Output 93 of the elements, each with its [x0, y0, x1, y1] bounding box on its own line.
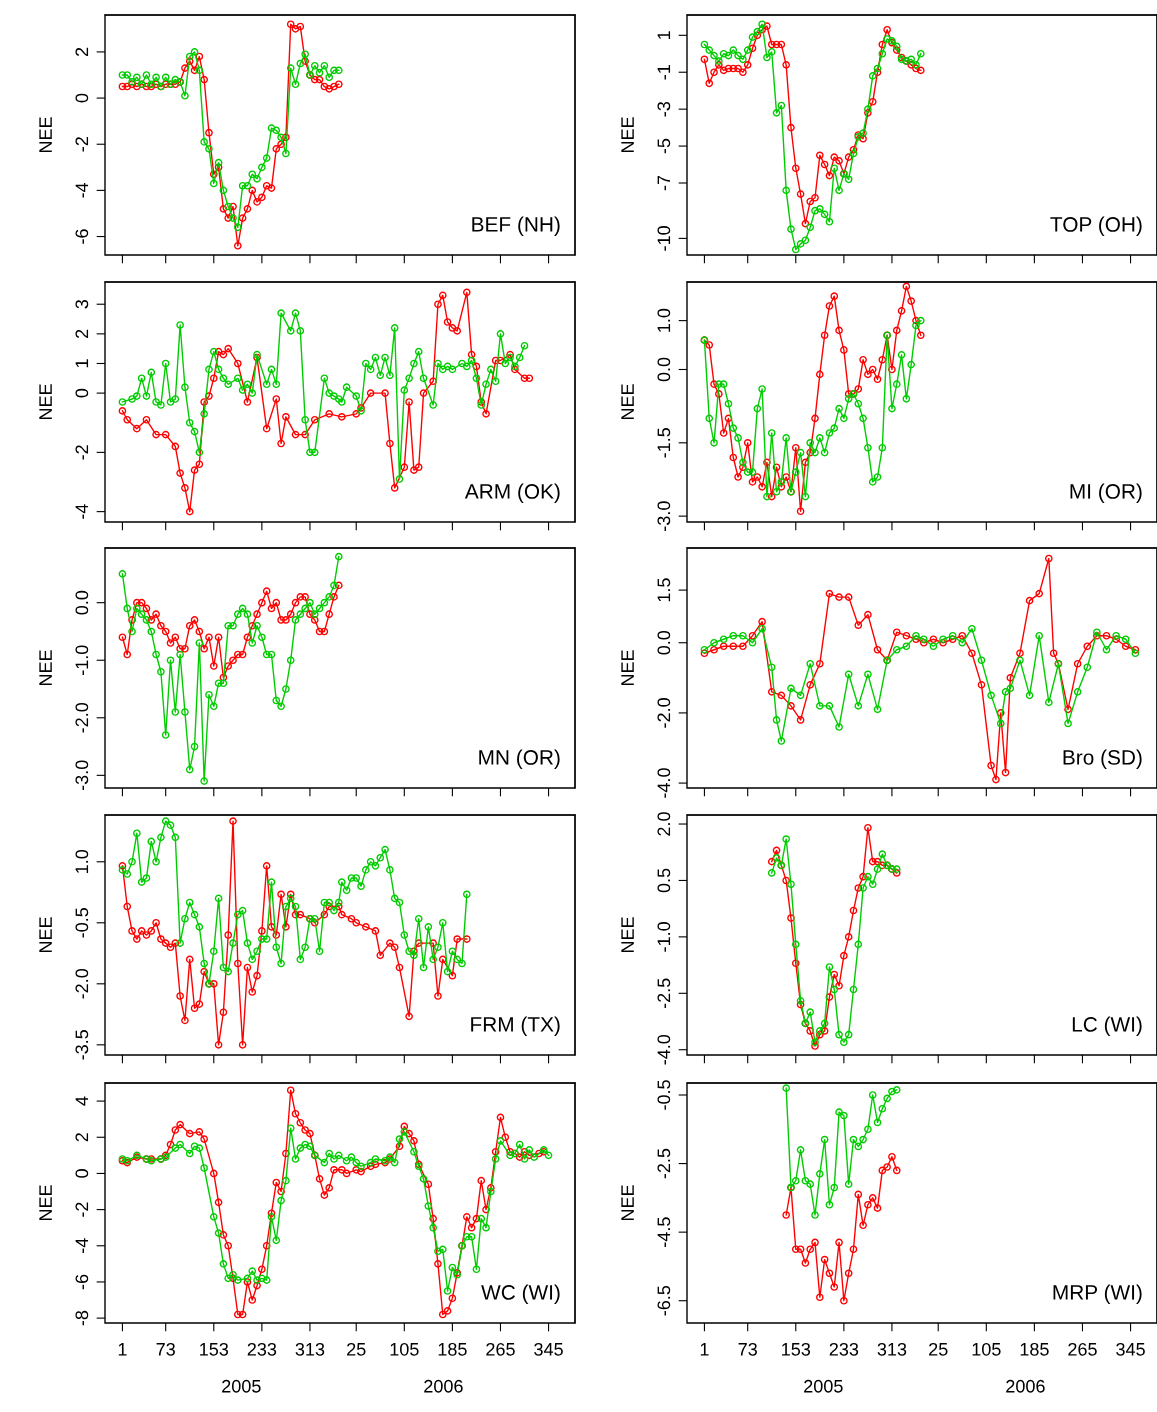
x-tick-label: 265 [486, 1342, 515, 1356]
text: BEF (NH) [472, 216, 560, 236]
y-tick-label: 4 [75, 1096, 89, 1106]
y-tick-label: -6 [75, 229, 89, 244]
y-axis-title: NEE [39, 117, 52, 153]
y-tick-label: -2.0 [657, 698, 671, 728]
y-tick-label: -1.0 [75, 645, 89, 675]
y-tick-label: 1.5 [657, 578, 671, 602]
y-tick-label: -2.0 [75, 702, 89, 733]
x-tick-label: 313 [877, 1342, 907, 1356]
text: MRP (WI) [1053, 1284, 1142, 1304]
y-tick-label: 0.0 [657, 630, 671, 655]
y-tick-label: 3 [75, 299, 89, 309]
y-tick-label: -10 [657, 226, 671, 251]
y-axis-title: NEE [39, 650, 52, 686]
y-tick-label: -2 [75, 137, 89, 152]
y-tick-label: 0 [75, 388, 89, 398]
y-tick-label: -4.0 [657, 768, 671, 798]
y-tick-label: -5 [657, 138, 671, 154]
text: WC (WI) [481, 1284, 560, 1304]
text: 2006 [424, 1379, 463, 1393]
x-tick-label: 233 [829, 1342, 859, 1356]
y-tick-label: -3.5 [75, 1030, 89, 1060]
y-tick-label: 1.0 [657, 308, 671, 332]
y-tick-label: 0.0 [75, 590, 89, 615]
y-tick-label: 0.5 [657, 868, 671, 893]
text: FRM (TX) [471, 1016, 560, 1036]
y-tick-label: 2 [75, 47, 89, 57]
y-tick-label: -1.0 [657, 922, 671, 952]
text: LC (WI) [1072, 1016, 1142, 1036]
y-tick-label: -4 [75, 1238, 89, 1253]
x-tick-label: 345 [1116, 1342, 1145, 1356]
text: ARM (OK) [464, 483, 560, 503]
x-tick-label: 73 [156, 1342, 175, 1356]
text: Bro (SD) [1063, 749, 1142, 769]
y-tick-label: -4 [75, 182, 89, 198]
y-tick-label: -3 [657, 101, 671, 117]
y-tick-label: 1.0 [75, 849, 89, 873]
y-tick-label: -8 [75, 1310, 89, 1326]
y-axis-title: NEE [39, 1185, 52, 1221]
text: MI (OR) [1070, 483, 1142, 503]
y-tick-label: -2 [75, 445, 89, 460]
x-tick-label: 153 [782, 1342, 811, 1356]
y-tick-label: -1.5 [657, 428, 671, 458]
x-tick-label: 153 [200, 1342, 229, 1356]
y-axis-title: NEE [621, 650, 634, 686]
x-tick-label: 105 [390, 1342, 419, 1356]
text: 2005 [804, 1379, 843, 1393]
y-tick-label: 2 [75, 329, 89, 338]
y-tick-label: 0 [75, 1169, 89, 1178]
y-tick-label: -4.5 [657, 1217, 671, 1247]
x-tick-label: 105 [972, 1342, 1001, 1356]
y-tick-label: -6.5 [657, 1285, 671, 1316]
x-tick-label: 1 [700, 1343, 709, 1356]
y-axis-title: NEE [621, 117, 634, 153]
text: TOP (OH) [1050, 216, 1142, 236]
x-tick-label: 313 [295, 1342, 325, 1356]
y-tick-label: -2 [75, 1202, 89, 1217]
y-tick-label: 0 [75, 93, 89, 103]
y-axis-title: NEE [621, 917, 634, 953]
y-tick-label: -2.5 [657, 978, 671, 1009]
x-tick-label: 345 [534, 1342, 563, 1356]
y-axis-title: NEE [621, 384, 634, 420]
x-tick-label: 185 [438, 1342, 467, 1356]
y-tick-label: -0.5 [657, 1080, 671, 1110]
y-tick-label: -2.0 [75, 968, 89, 999]
y-tick-label: -0.5 [75, 908, 89, 938]
x-tick-label: 185 [1020, 1342, 1049, 1356]
y-tick-label: -4.0 [657, 1034, 671, 1065]
y-axis-title: NEE [39, 917, 52, 953]
y-tick-label: -3.0 [75, 760, 89, 791]
y-tick-label: -4 [75, 504, 89, 519]
y-axis-title: NEE [39, 384, 52, 420]
x-tick-label: 233 [247, 1342, 277, 1356]
x-tick-label: 1 [118, 1343, 127, 1356]
x-tick-label: 25 [347, 1342, 366, 1356]
y-tick-label: 1 [75, 359, 89, 368]
y-tick-label: 1 [657, 31, 671, 39]
y-tick-label: 2.0 [657, 812, 671, 836]
y-tick-label: -7 [657, 175, 671, 191]
y-tick-label: -3.0 [657, 501, 671, 531]
y-tick-label: -2.5 [657, 1148, 671, 1179]
y-axis-title: NEE [621, 1185, 634, 1221]
text: 2005 [222, 1379, 261, 1393]
x-tick-label: 265 [1068, 1342, 1097, 1356]
y-tick-label: 0.0 [657, 357, 671, 382]
x-tick-label: 73 [738, 1342, 757, 1356]
y-tick-label: -1 [657, 65, 671, 80]
x-tick-label: 25 [929, 1342, 948, 1356]
text: MN (OR) [479, 749, 560, 769]
y-tick-label: -6 [75, 1274, 89, 1290]
y-tick-label: 2 [75, 1133, 89, 1142]
text: 2006 [1006, 1379, 1045, 1393]
